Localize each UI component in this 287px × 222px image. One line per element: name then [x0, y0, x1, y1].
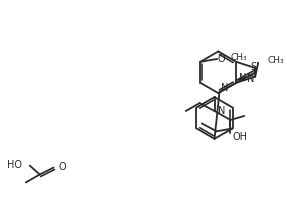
Text: O: O — [59, 162, 66, 172]
Text: CH₃: CH₃ — [267, 56, 284, 65]
Text: N: N — [218, 106, 225, 116]
Text: N: N — [222, 83, 229, 93]
Text: CH₃: CH₃ — [230, 54, 247, 62]
Text: S: S — [250, 62, 256, 72]
Text: N: N — [239, 73, 247, 83]
Text: HO: HO — [7, 160, 22, 170]
Text: OH: OH — [232, 132, 247, 142]
Text: N: N — [247, 73, 254, 83]
Text: O: O — [217, 54, 225, 64]
